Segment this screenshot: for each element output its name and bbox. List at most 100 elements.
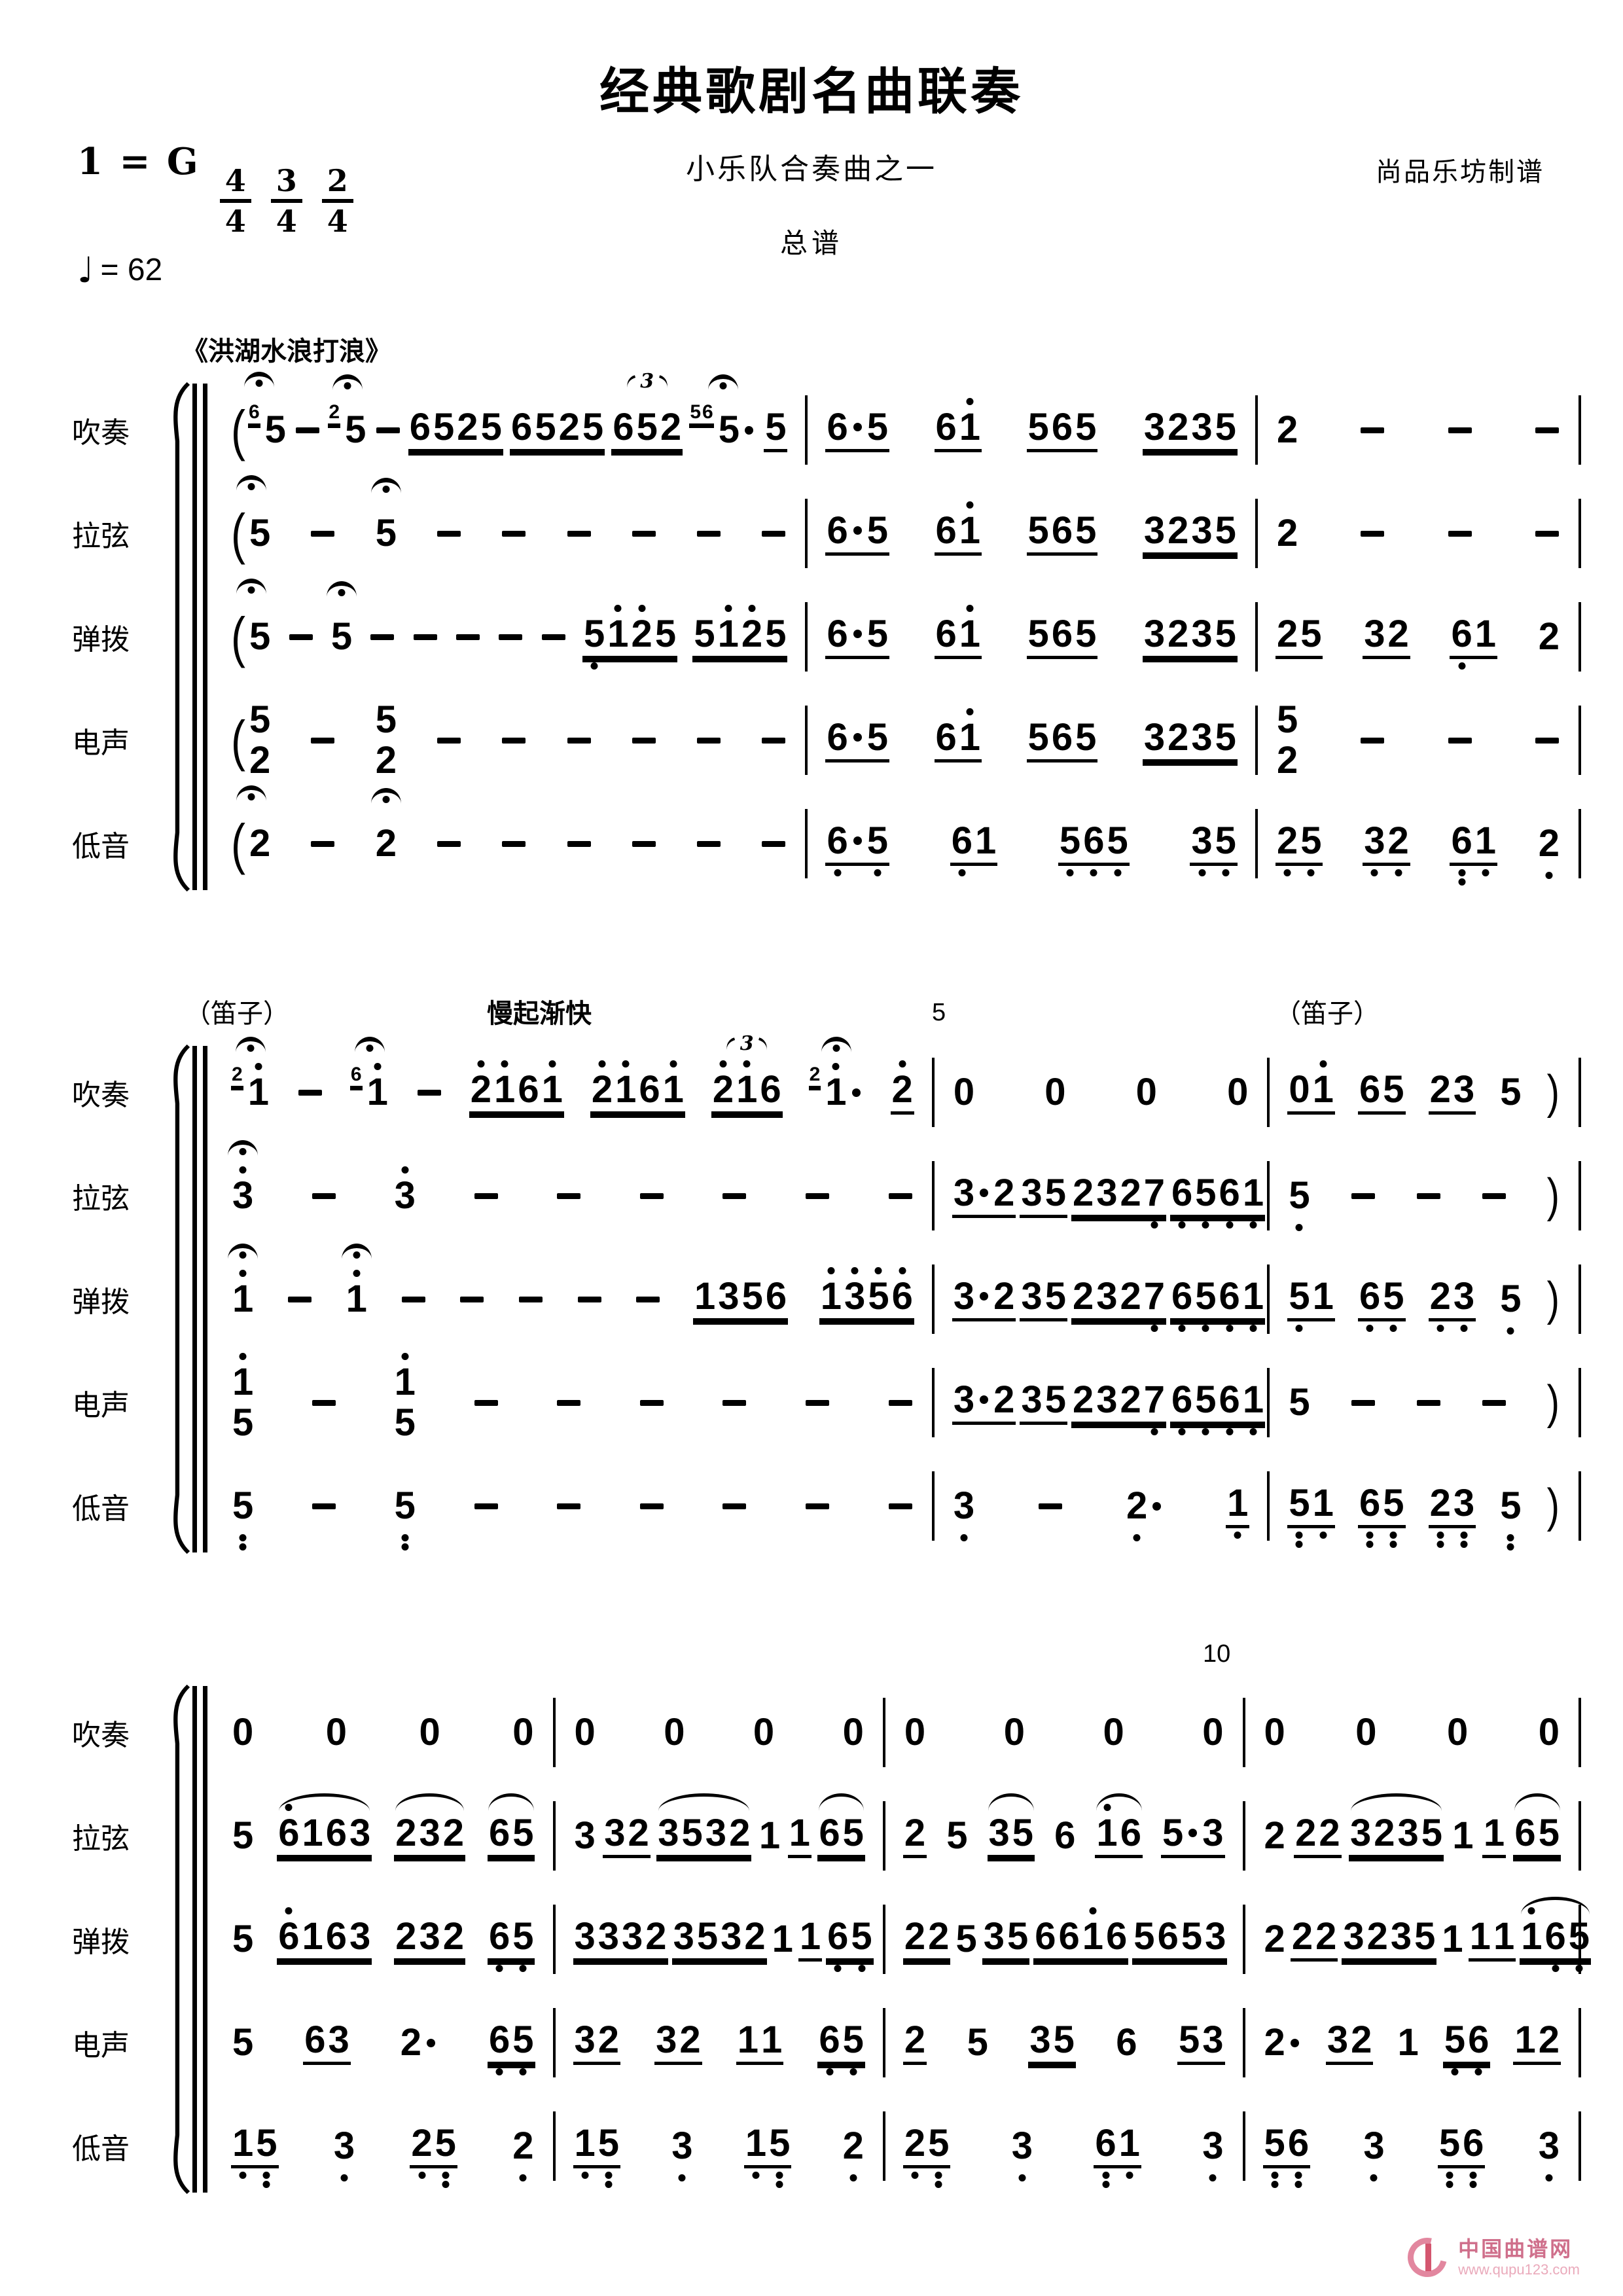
octave-dot xyxy=(1178,1221,1186,1229)
fermata-icon xyxy=(332,374,363,395)
duration-dash xyxy=(541,634,565,640)
duration-dash xyxy=(567,530,591,537)
note-digits: 1 xyxy=(345,1270,368,1318)
digit: 3 xyxy=(1327,2018,1349,2061)
digit: 5 xyxy=(1215,612,1236,655)
note: 2 xyxy=(1125,1487,1165,1541)
note: 2 xyxy=(1275,514,1299,552)
part-label: 低音 xyxy=(72,1493,130,1525)
digit: 2 xyxy=(993,1171,1015,1214)
duration-dash xyxy=(437,530,461,537)
duration-dash xyxy=(1361,737,1385,744)
note-core: ) xyxy=(1546,1378,1561,1426)
octave-dot xyxy=(239,2171,247,2179)
digit: 2 xyxy=(645,1914,667,1958)
digit: 3 xyxy=(1096,1171,1118,1214)
note-core: 3 xyxy=(393,1166,417,1215)
octave-dot xyxy=(899,1266,906,1274)
slur-arc xyxy=(395,1793,464,1811)
digit: 1 xyxy=(302,1914,323,1958)
digit: 2 xyxy=(395,1914,417,1958)
digit: ) xyxy=(1546,1168,1560,1222)
digit: 2 xyxy=(442,1811,464,1854)
note: 5 xyxy=(231,1487,255,1551)
note-digits: 1 xyxy=(1226,1484,1249,1539)
digit: 6 xyxy=(613,405,634,448)
digit: 5 xyxy=(1194,1380,1217,1435)
octave-dot xyxy=(1249,1221,1257,1229)
barline xyxy=(1578,499,1581,568)
octave-dot xyxy=(1102,2171,1110,2179)
note-core: 3 xyxy=(1010,2127,1034,2181)
digit: 2 xyxy=(904,2018,926,2061)
augmentation-dot xyxy=(853,733,862,742)
note: 3 xyxy=(332,2127,356,2181)
note-digits: 2 xyxy=(1537,618,1561,656)
digit: 1 xyxy=(1397,2021,1419,2064)
note-digits: 1 xyxy=(247,1063,270,1111)
grace-notes: 2 xyxy=(809,1065,821,1086)
grace-digit: 2 xyxy=(232,1064,243,1085)
digit: 3 xyxy=(721,1914,742,1958)
note-core: 0 xyxy=(1354,1713,1378,1751)
octave-dot xyxy=(966,501,974,509)
note: ) xyxy=(1546,1068,1561,1116)
duration-dash xyxy=(401,1296,425,1302)
octave-dot xyxy=(826,2068,833,2075)
barline xyxy=(1578,2111,1581,2181)
barline xyxy=(931,1265,935,1334)
note: 0 xyxy=(903,1713,927,1751)
octave-dot xyxy=(1458,869,1466,876)
part-label: 拉弦 xyxy=(72,520,130,552)
rest: 0 xyxy=(574,1711,596,1753)
digit: 6 xyxy=(1054,1814,1076,1857)
octave-dot xyxy=(1436,1540,1444,1548)
octave-dot xyxy=(501,1060,508,1067)
octave-dot xyxy=(1552,1964,1560,1972)
digit: 1 xyxy=(1311,1484,1335,1539)
note: 5 xyxy=(1499,1487,1522,1551)
octave-dot xyxy=(1090,869,1097,876)
digit: 2 xyxy=(1072,1171,1094,1214)
ts-bar xyxy=(219,199,251,203)
octave-dot xyxy=(1102,2180,1110,2188)
ts-bar xyxy=(321,199,353,203)
opening-paren: ( xyxy=(231,708,245,772)
octave-dot xyxy=(262,2171,270,2179)
octave-dot xyxy=(1150,1324,1158,1332)
digit: 3 xyxy=(332,2127,356,2181)
